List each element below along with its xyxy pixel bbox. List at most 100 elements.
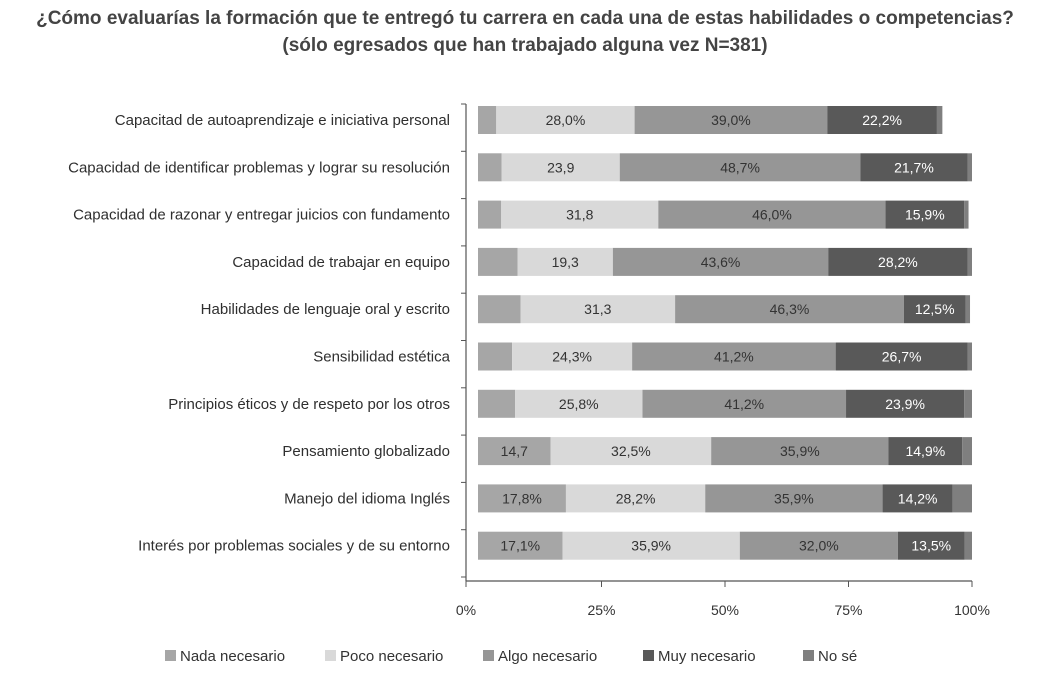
data-label: 41,2% bbox=[724, 396, 764, 412]
data-label: 23,9% bbox=[885, 396, 925, 412]
category-label: Sensibilidad estética bbox=[313, 349, 450, 366]
data-label: 15,9% bbox=[905, 207, 945, 223]
bar-segment bbox=[964, 200, 969, 229]
bar-segment bbox=[478, 389, 516, 418]
bar-segment bbox=[619, 153, 861, 182]
category-label: Manejo del idioma Inglés bbox=[284, 490, 450, 507]
data-label: 32,5% bbox=[611, 443, 651, 459]
x-tick-label: 100% bbox=[954, 602, 990, 618]
legend-label: Muy necesario bbox=[658, 648, 756, 665]
legend: Nada necesario Poco necesario Algo necesar… bbox=[165, 648, 857, 665]
bar-segment bbox=[846, 389, 965, 418]
legend-swatch bbox=[483, 650, 494, 661]
category-label: Pensamiento globalizado bbox=[282, 443, 450, 460]
bar-segment bbox=[860, 153, 968, 182]
bar-segment bbox=[515, 389, 643, 418]
data-label: 26,7% bbox=[882, 349, 922, 365]
bar-segment bbox=[828, 247, 968, 276]
data-label: 17,1% bbox=[500, 538, 540, 554]
data-label: 46,3% bbox=[770, 301, 810, 317]
bar-segment bbox=[936, 106, 943, 134]
bar-segment bbox=[885, 200, 965, 229]
data-label: 48,7% bbox=[720, 159, 760, 175]
bar-segment bbox=[952, 484, 972, 513]
bar-segment bbox=[642, 389, 847, 418]
data-label: 17,8% bbox=[502, 490, 542, 506]
bar-segment bbox=[711, 437, 889, 466]
data-label: 21,7% bbox=[894, 159, 934, 175]
data-label: 46,0% bbox=[752, 207, 792, 223]
data-label: 31,3 bbox=[584, 301, 611, 317]
data-label: 14,2% bbox=[898, 490, 938, 506]
data-label: 23,9 bbox=[547, 159, 574, 175]
legend-swatch bbox=[643, 650, 654, 661]
data-label: 28,2% bbox=[878, 254, 918, 270]
bar-segment bbox=[478, 531, 563, 560]
bar-segment bbox=[967, 342, 972, 371]
bar-segment bbox=[478, 295, 521, 324]
legend-label: Algo necesario bbox=[498, 648, 597, 665]
bar-segment bbox=[612, 247, 829, 276]
legend-label: Nada necesario bbox=[180, 648, 285, 665]
category-label: Capacitad de autoaprendizaje e iniciativ… bbox=[115, 112, 450, 129]
bar-segment bbox=[967, 247, 972, 276]
data-label: 28,0% bbox=[546, 112, 586, 128]
data-label: 22,2% bbox=[862, 112, 902, 128]
category-label: Principios éticos y de respeto por los o… bbox=[168, 396, 450, 413]
bar-segment bbox=[478, 484, 566, 513]
legend-label: No sé bbox=[818, 648, 857, 665]
bar-segment bbox=[897, 531, 965, 560]
bar-segment bbox=[888, 437, 963, 466]
data-label: 13,5% bbox=[911, 538, 951, 554]
plot-area: 28,0% 39,0% 22,2% Capacitad de autoaprendiz… bbox=[68, 106, 972, 560]
bar-segment bbox=[964, 389, 972, 418]
x-tick-label: 0% bbox=[456, 602, 476, 618]
bar-segment bbox=[520, 295, 676, 324]
bar-segment bbox=[705, 484, 883, 513]
bar-segment bbox=[478, 247, 518, 276]
chart-title: ¿Cómo evaluarías la formación que te ent… bbox=[36, 8, 1014, 29]
data-label: 24,3% bbox=[552, 349, 592, 365]
bar-segment bbox=[512, 342, 633, 371]
legend-swatch bbox=[325, 650, 336, 661]
category-label: Interés por problemas sociales y de su e… bbox=[138, 538, 450, 555]
x-tick-label: 50% bbox=[711, 602, 739, 618]
category-label: Capacidad de trabajar en equipo bbox=[232, 254, 450, 271]
data-label: 25,8% bbox=[559, 396, 599, 412]
x-tick-label: 75% bbox=[834, 602, 862, 618]
data-label: 35,9% bbox=[780, 443, 820, 459]
category-label: Capacidad de razonar y entregar juicios … bbox=[73, 207, 450, 224]
data-label: 41,2% bbox=[714, 349, 754, 365]
bar-segment bbox=[835, 342, 968, 371]
data-label: 14,9% bbox=[905, 443, 945, 459]
bar-segment bbox=[478, 153, 502, 182]
bar-segment bbox=[478, 106, 497, 134]
data-label: 35,9% bbox=[631, 538, 671, 554]
category-label: Habilidades de lenguaje oral y escrito bbox=[201, 301, 450, 318]
chart-subtitle: (sólo egresados que han trabajado alguna… bbox=[282, 35, 767, 56]
data-label: 19,3 bbox=[552, 254, 579, 270]
bar-segment bbox=[562, 531, 740, 560]
bar-segment bbox=[478, 342, 513, 371]
bar-segment bbox=[550, 437, 712, 466]
bar-segment bbox=[962, 437, 972, 466]
bar-segment bbox=[496, 106, 635, 134]
bar-segment bbox=[827, 106, 937, 134]
bar-segment bbox=[478, 200, 502, 229]
data-label: 14,7 bbox=[501, 443, 528, 459]
bar-segment bbox=[965, 295, 971, 324]
data-label: 35,9% bbox=[774, 490, 814, 506]
data-label: 12,5% bbox=[915, 301, 955, 317]
bar-segment bbox=[565, 484, 706, 513]
bar-segment bbox=[478, 437, 551, 466]
bar-segment bbox=[739, 531, 898, 560]
data-label: 43,6% bbox=[701, 254, 741, 270]
category-label: Capacidad de identificar problemas y log… bbox=[68, 159, 450, 176]
bar-segment bbox=[517, 247, 613, 276]
legend-label: Poco necesario bbox=[340, 648, 443, 665]
bar-segment bbox=[882, 484, 953, 513]
bar-segment bbox=[658, 200, 886, 229]
data-label: 32,0% bbox=[799, 538, 839, 554]
data-label: 39,0% bbox=[711, 112, 751, 128]
bar-segment bbox=[501, 153, 620, 182]
